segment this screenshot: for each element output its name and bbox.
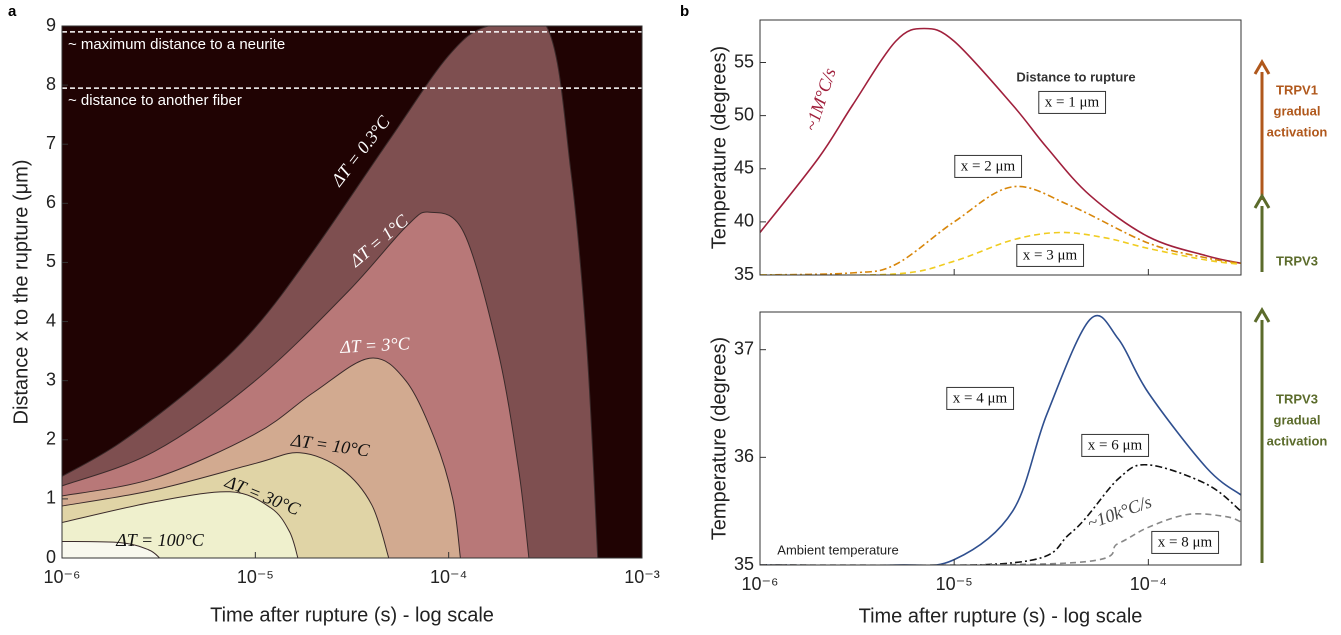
series-label: x = 4 μm bbox=[953, 390, 1008, 406]
y-tick-label: 0 bbox=[46, 547, 56, 567]
x-tick-label: 10⁻⁶ bbox=[742, 574, 779, 594]
arrow-head bbox=[1253, 59, 1271, 75]
annotation: Distance to rupture bbox=[1016, 69, 1135, 84]
plot-area bbox=[760, 314, 1241, 565]
contour-label: ΔT = 100°C bbox=[115, 530, 205, 550]
series-label-box bbox=[946, 386, 1015, 410]
y-tick-label: 9 bbox=[46, 15, 56, 35]
reference-label: ~ maximum distance to a neurite bbox=[68, 36, 285, 53]
axes-frame bbox=[759, 311, 1242, 566]
annotation: Ambient temperature bbox=[777, 542, 898, 557]
x-tick-label: 10⁻⁵ bbox=[237, 567, 274, 587]
panel-label: a bbox=[8, 3, 17, 20]
y-tick-label: 35 bbox=[734, 554, 754, 574]
y-axis-label: Temperature (degrees) bbox=[708, 337, 730, 540]
line-series bbox=[760, 185, 1241, 275]
y-tick-label: 8 bbox=[46, 74, 56, 94]
y-axis-label: Temperature (degrees) bbox=[708, 46, 730, 249]
x-tick-label: 10⁻³ bbox=[624, 567, 660, 587]
y-tick-label: 50 bbox=[734, 104, 754, 124]
series-label: x = 8 μm bbox=[1158, 534, 1213, 550]
y-tick-label: 5 bbox=[46, 251, 56, 271]
x-tick-label: 10⁻⁶ bbox=[44, 567, 81, 587]
line-series bbox=[760, 463, 1241, 565]
series-label-box bbox=[1151, 530, 1220, 554]
y-tick-label: 36 bbox=[734, 446, 754, 466]
x-tick-label: 10⁻⁴ bbox=[1130, 574, 1167, 594]
y-tick-label: 7 bbox=[46, 133, 56, 153]
arrow-label: TRPV1 bbox=[1276, 82, 1318, 97]
x-tick-label: 10⁻⁵ bbox=[936, 574, 973, 594]
plot-area bbox=[760, 27, 1241, 275]
series-label-box bbox=[1081, 433, 1150, 457]
contour-label: ΔT = 3°C bbox=[339, 333, 412, 357]
arrow-head bbox=[1253, 307, 1271, 323]
y-tick-label: 4 bbox=[46, 310, 56, 330]
x-axis-label: Time after rupture (s) - log scale bbox=[859, 605, 1143, 627]
series-label: x = 1 μm bbox=[1045, 94, 1100, 110]
series-label-box bbox=[1038, 90, 1107, 114]
reference-label: ~ distance to another fiber bbox=[68, 92, 242, 109]
y-tick-label: 2 bbox=[46, 429, 56, 449]
y-tick-label: 40 bbox=[734, 211, 754, 231]
y-tick-label: 3 bbox=[46, 369, 56, 389]
y-tick-label: 45 bbox=[734, 158, 754, 178]
annotation: ~1M°C/s bbox=[801, 65, 840, 133]
arrow-label: TRPV3 bbox=[1276, 391, 1318, 406]
plot-area bbox=[62, 26, 642, 558]
y-tick-label: 55 bbox=[734, 51, 754, 71]
contour-region bbox=[62, 491, 299, 558]
line-series bbox=[760, 27, 1241, 265]
series-label: x = 6 μm bbox=[1088, 437, 1143, 453]
arrow-label: TRPV3 bbox=[1276, 253, 1318, 268]
series-label-box bbox=[954, 154, 1023, 178]
line-series bbox=[760, 314, 1241, 565]
contour-region bbox=[62, 540, 161, 558]
axes-frame bbox=[759, 19, 1242, 276]
y-tick-label: 35 bbox=[734, 264, 754, 284]
arrow-label: gradual bbox=[1274, 103, 1321, 118]
arrow-label: activation bbox=[1267, 433, 1328, 448]
y-axis-label: Distance x to the rupture (μm) bbox=[10, 160, 32, 425]
annotation: ~10k°C/s bbox=[1084, 491, 1154, 533]
arrow-label: activation bbox=[1267, 124, 1328, 139]
line-series bbox=[760, 231, 1241, 275]
arrow-label: gradual bbox=[1274, 412, 1321, 427]
series-label: x = 2 μm bbox=[961, 158, 1016, 174]
y-tick-label: 6 bbox=[46, 192, 56, 212]
x-axis-label: Time after rupture (s) - log scale bbox=[210, 604, 494, 626]
arrow-head bbox=[1253, 193, 1271, 209]
y-tick-label: 37 bbox=[734, 338, 754, 358]
series-label-box bbox=[1016, 243, 1085, 267]
axes-frame bbox=[61, 25, 643, 559]
panel-label: b bbox=[680, 3, 689, 20]
x-tick-label: 10⁻⁴ bbox=[430, 567, 467, 587]
line-series bbox=[760, 513, 1241, 565]
y-tick-label: 1 bbox=[46, 488, 56, 508]
series-label: x = 3 μm bbox=[1023, 247, 1078, 263]
